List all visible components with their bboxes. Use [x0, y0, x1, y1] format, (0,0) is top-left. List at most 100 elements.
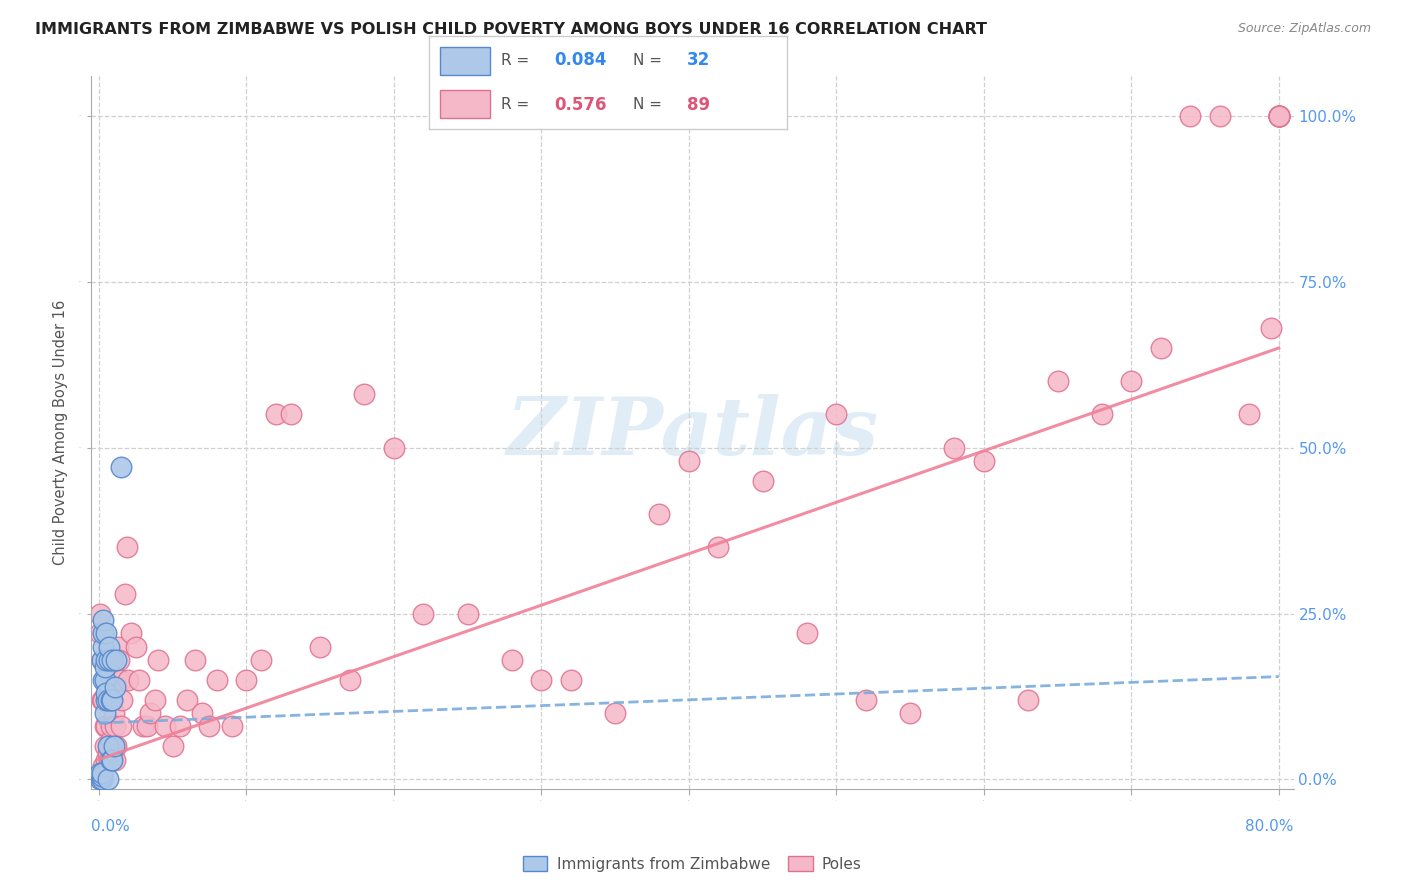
Point [110, 719, 132, 733]
Point [603, 706, 626, 720]
Point [143, 693, 166, 707]
Point [100, 753, 122, 767]
Point [1260, 321, 1282, 335]
Point [93, 739, 115, 754]
Point [94, 686, 117, 700]
Y-axis label: Child Poverty Among Boys Under 16: Child Poverty Among Boys Under 16 [53, 300, 67, 566]
Point [751, 474, 773, 488]
Point [97, 739, 120, 754]
Point [93, 673, 115, 687]
Point [353, 387, 375, 401]
Point [1268, 109, 1291, 123]
Point [90, 653, 112, 667]
Point [89, 765, 111, 780]
Text: 0.0%: 0.0% [91, 820, 131, 834]
Point [1017, 693, 1039, 707]
Point [101, 693, 124, 707]
Point [235, 673, 257, 687]
Point [191, 706, 214, 720]
Point [132, 719, 155, 733]
Point [943, 441, 966, 455]
Point [104, 719, 127, 733]
Point [104, 753, 127, 767]
Point [108, 653, 131, 667]
Text: N =: N = [633, 53, 666, 68]
Point [104, 680, 127, 694]
Point [707, 540, 730, 554]
Point [973, 454, 995, 468]
Point [91, 626, 114, 640]
Point [103, 706, 125, 720]
Point [98, 739, 121, 754]
Point [89, 626, 111, 640]
Point [91, 640, 114, 654]
Point [169, 719, 191, 733]
Point [1268, 109, 1291, 123]
Text: N =: N = [633, 97, 666, 112]
Point [94, 719, 117, 733]
Point [198, 719, 221, 733]
Point [339, 673, 361, 687]
Point [825, 408, 848, 422]
Point [94, 653, 117, 667]
Point [136, 719, 159, 733]
Point [100, 732, 122, 747]
Text: 32: 32 [688, 52, 710, 70]
Point [382, 441, 405, 455]
Point [91, 693, 114, 707]
Text: IMMIGRANTS FROM ZIMBABWE VS POLISH CHILD POVERTY AMONG BOYS UNDER 16 CORRELATION: IMMIGRANTS FROM ZIMBABWE VS POLISH CHILD… [35, 22, 987, 37]
Text: 0.576: 0.576 [554, 95, 607, 113]
Point [1209, 109, 1232, 123]
Point [89, 769, 111, 783]
Point [1268, 109, 1291, 123]
Point [98, 640, 121, 654]
Bar [440, 90, 489, 118]
Point [107, 673, 129, 687]
Point [100, 693, 122, 707]
Point [1268, 109, 1291, 123]
Point [97, 746, 120, 760]
Point [1268, 109, 1291, 123]
Point [89, 607, 111, 621]
Point [98, 653, 121, 667]
Point [124, 640, 146, 654]
Text: 89: 89 [688, 95, 710, 113]
Text: R =: R = [501, 53, 534, 68]
Point [153, 719, 176, 733]
Point [648, 507, 671, 521]
Point [115, 540, 138, 554]
Point [94, 753, 117, 767]
Point [128, 673, 150, 687]
Point [94, 626, 117, 640]
Point [90, 769, 112, 783]
Point [898, 706, 921, 720]
Point [796, 626, 818, 640]
Point [205, 673, 228, 687]
Point [120, 626, 142, 640]
Point [183, 653, 205, 667]
Text: ZIPatlas: ZIPatlas [506, 394, 879, 471]
Point [91, 613, 114, 627]
Point [90, 772, 112, 787]
Point [110, 460, 132, 475]
Bar [440, 47, 489, 75]
Point [114, 586, 136, 600]
Point [89, 772, 111, 787]
Point [103, 739, 125, 754]
Legend: Immigrants from Zimbabwe, Poles: Immigrants from Zimbabwe, Poles [517, 850, 868, 878]
Point [105, 653, 128, 667]
Point [457, 607, 479, 621]
Point [101, 746, 124, 760]
Point [98, 753, 121, 767]
Point [93, 706, 115, 720]
Point [855, 693, 877, 707]
Point [560, 673, 582, 687]
Point [94, 693, 117, 707]
Point [101, 753, 124, 767]
Point [101, 693, 124, 707]
Point [530, 673, 553, 687]
Point [101, 653, 124, 667]
Point [94, 673, 117, 687]
Text: R =: R = [501, 97, 534, 112]
Text: Source: ZipAtlas.com: Source: ZipAtlas.com [1237, 22, 1371, 36]
